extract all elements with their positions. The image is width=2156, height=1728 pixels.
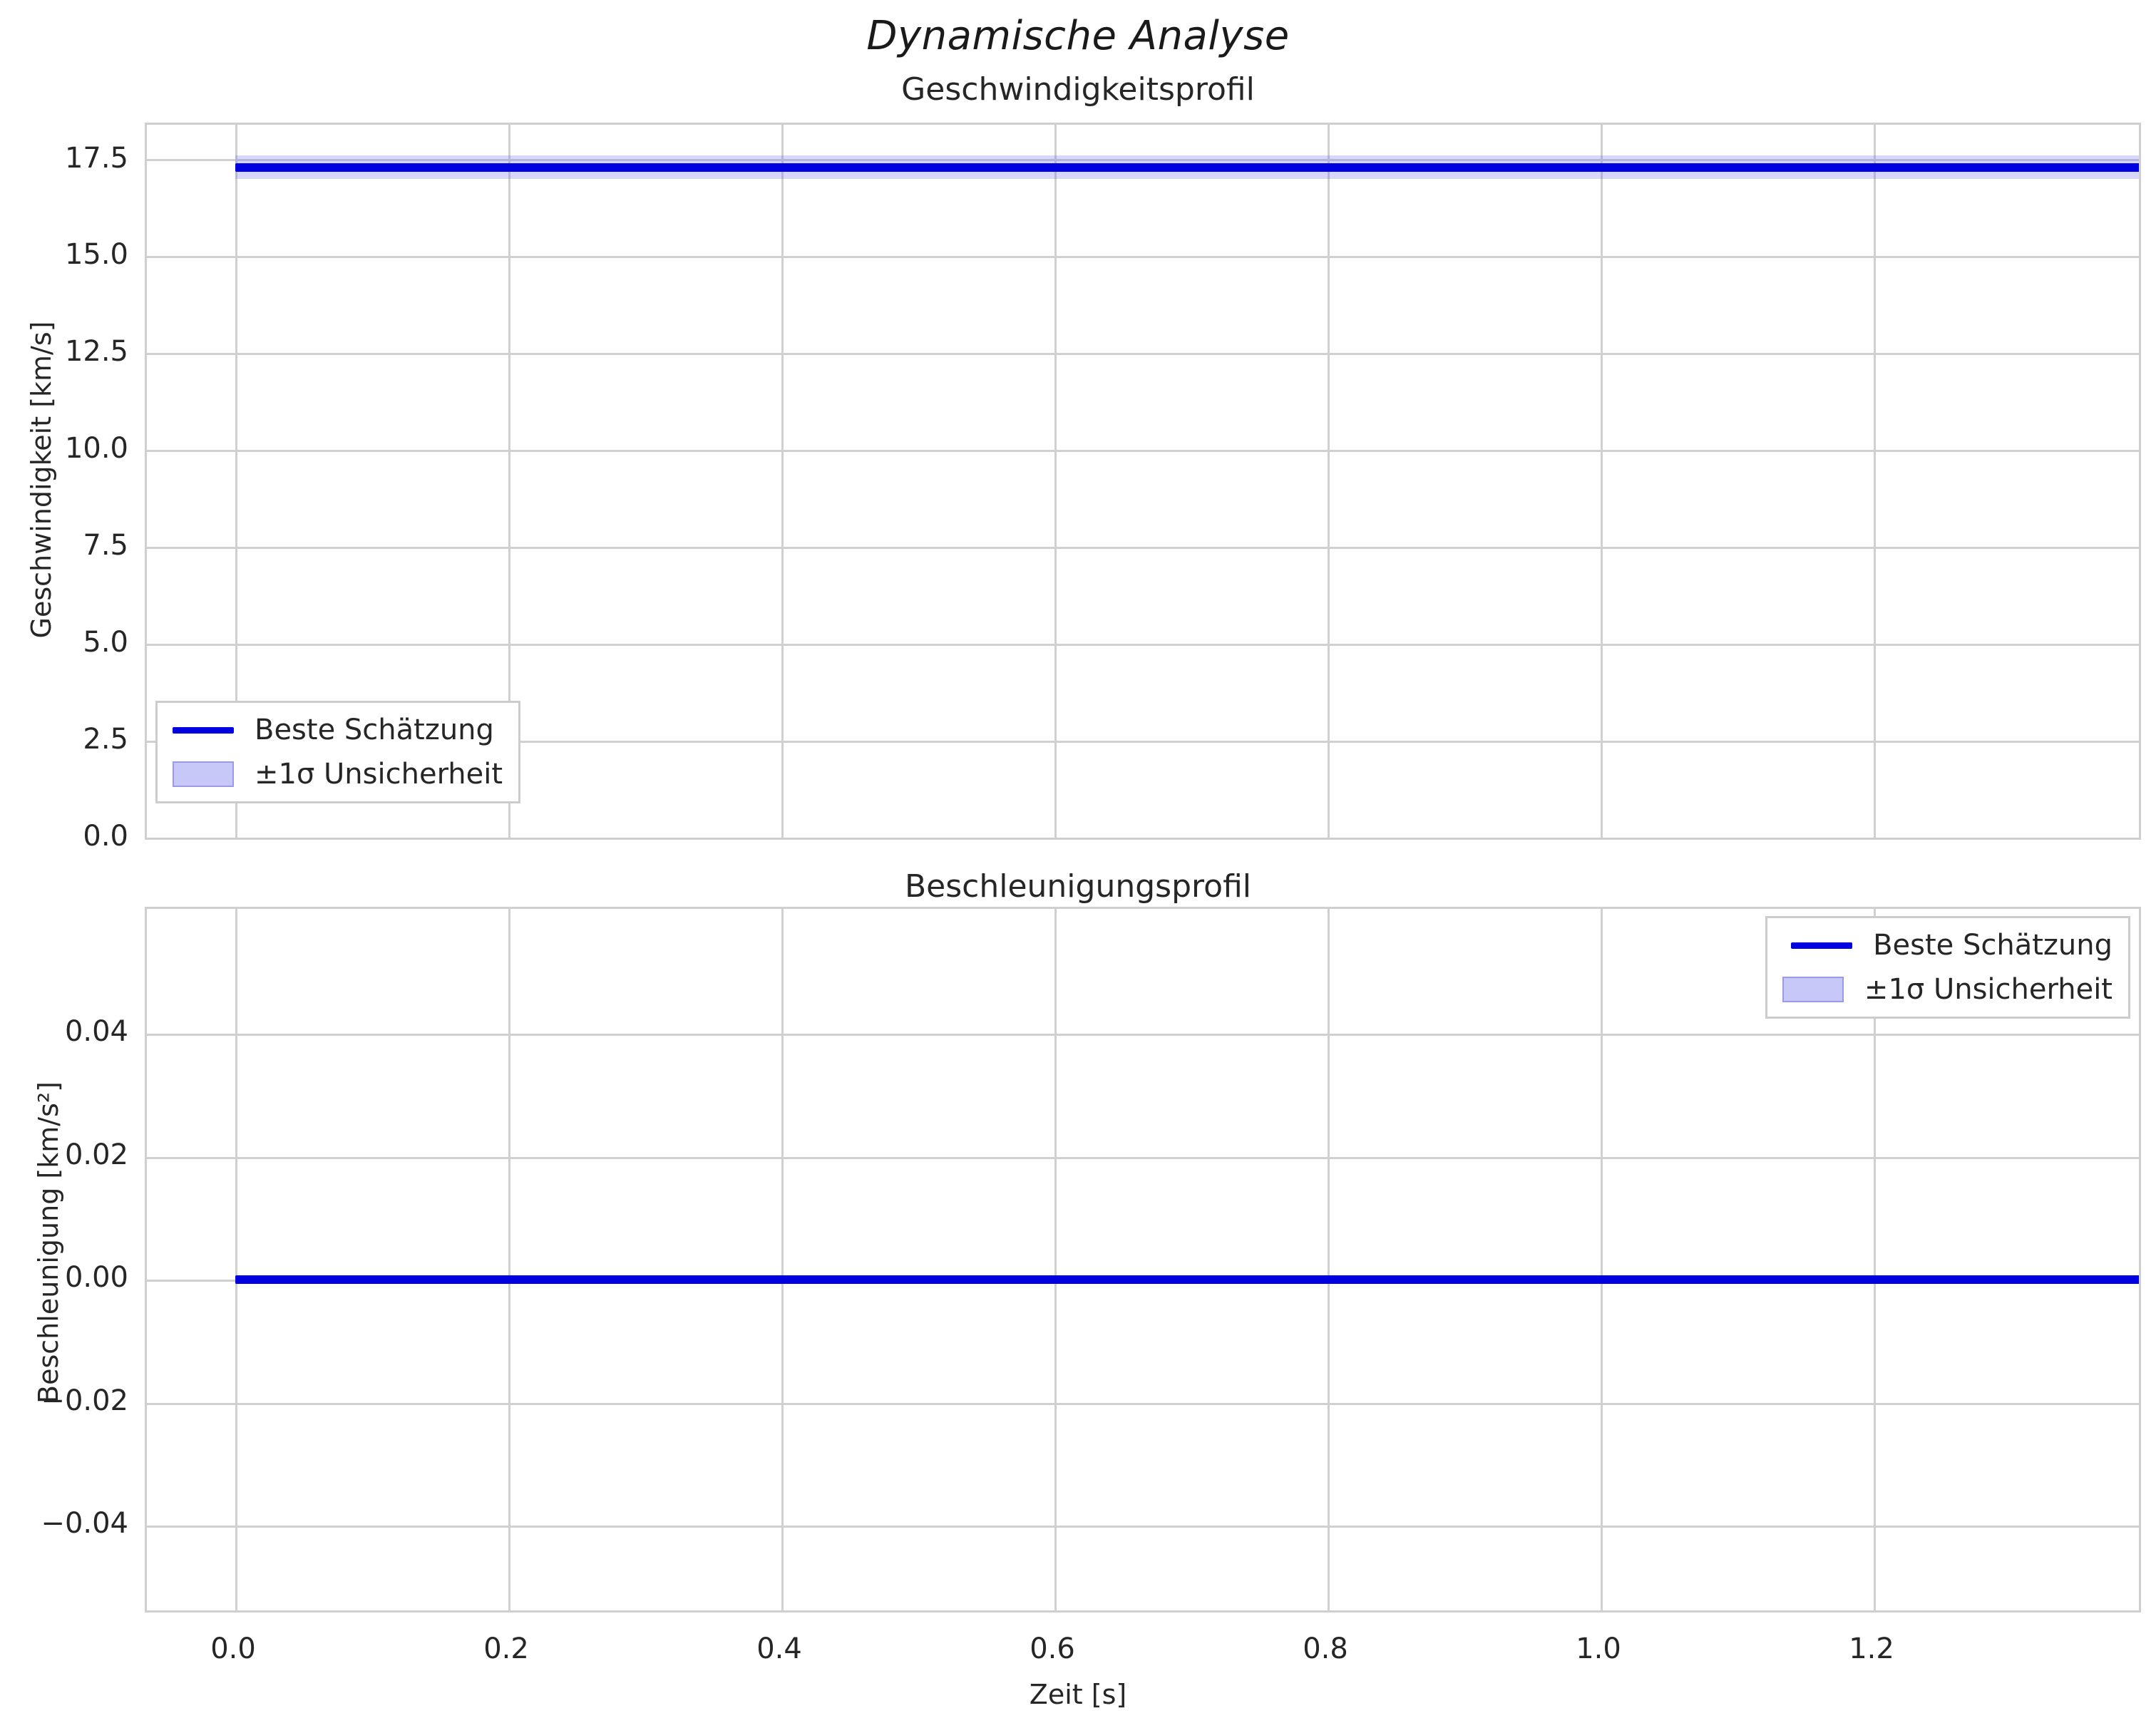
line-swatch-icon bbox=[1791, 942, 1853, 949]
figure-suptitle: Dynamische Analyse bbox=[866, 13, 1290, 59]
legend-row-uncertainty[interactable]: ±1σ Unsicherheit bbox=[170, 757, 503, 791]
gridline-v-0-8 bbox=[1328, 909, 1330, 1610]
velocity-ytick-15-0: 15.0 bbox=[64, 238, 128, 271]
legend-row-uncertainty[interactable]: ±1σ Unsicherheit bbox=[1780, 972, 2113, 1007]
legend-line-swatch-wrap bbox=[1789, 942, 1854, 949]
legend-label-uncertainty: ±1σ Unsicherheit bbox=[1864, 973, 2113, 1006]
xtick-0-0: 0.0 bbox=[210, 1632, 256, 1665]
gridline-h-0-02 bbox=[147, 1157, 2139, 1159]
legend-line-swatch-wrap bbox=[170, 726, 236, 734]
velocity-ytick-7-5: 7.5 bbox=[83, 529, 128, 562]
velocity-ytick-12-5: 12.5 bbox=[64, 335, 128, 368]
velocity-plot-area: Beste Schätzung ±1σ Unsicherheit bbox=[145, 123, 2141, 840]
gridline-h-12-5 bbox=[147, 353, 2139, 355]
gridline-v-0-2 bbox=[508, 125, 510, 838]
gridline-v-0-0 bbox=[235, 909, 237, 1610]
band-swatch-icon bbox=[1782, 977, 1844, 1002]
gridline-h-5-0 bbox=[147, 644, 2139, 646]
acceleration-ytick-neg-0-04: −0.04 bbox=[41, 1507, 128, 1540]
velocity-best-estimate-line bbox=[235, 163, 2139, 172]
x-axis-label: Zeit [s] bbox=[1029, 1679, 1127, 1710]
velocity-panel-title: Geschwindigkeitsprofil bbox=[901, 71, 1255, 108]
gridline-h-2-5 bbox=[147, 741, 2139, 743]
acceleration-legend[interactable]: Beste Schätzung ±1σ Unsicherheit bbox=[1765, 916, 2130, 1019]
gridline-v-0-0 bbox=[235, 125, 237, 838]
legend-label-best-estimate: Beste Schätzung bbox=[1873, 929, 2113, 962]
xtick-1-0: 1.0 bbox=[1576, 1632, 1621, 1665]
gridline-v-1-0 bbox=[1601, 909, 1603, 1610]
gridline-v-0-6 bbox=[1054, 125, 1057, 838]
xtick-0-2: 0.2 bbox=[483, 1632, 529, 1665]
band-swatch-icon bbox=[173, 761, 234, 787]
legend-row-best-estimate[interactable]: Beste Schätzung bbox=[1789, 928, 2113, 962]
xtick-0-6: 0.6 bbox=[1030, 1632, 1075, 1665]
gridline-v-0-4 bbox=[781, 125, 784, 838]
legend-label-uncertainty: ±1σ Unsicherheit bbox=[255, 758, 503, 791]
velocity-ytick-10-0: 10.0 bbox=[64, 432, 128, 465]
velocity-ytick-0-0: 0.0 bbox=[83, 820, 128, 853]
acceleration-panel-title: Beschleunigungsprofil bbox=[904, 868, 1252, 905]
acceleration-ytick-0-00: 0.00 bbox=[64, 1261, 128, 1294]
xtick-0-8: 0.8 bbox=[1303, 1632, 1348, 1665]
gridline-v-1-0 bbox=[1601, 125, 1603, 838]
acceleration-best-estimate-line bbox=[235, 1275, 2139, 1284]
gridline-v-0-6 bbox=[1054, 909, 1057, 1610]
gridline-h-0-04 bbox=[147, 1034, 2139, 1036]
gridline-h-7-5 bbox=[147, 547, 2139, 549]
velocity-ytick-5-0: 5.0 bbox=[83, 626, 128, 659]
gridline-h-neg-0-02 bbox=[147, 1403, 2139, 1405]
gridline-h-10-0 bbox=[147, 450, 2139, 452]
gridline-v-1-2 bbox=[1874, 125, 1876, 838]
acceleration-plot-area: Beste Schätzung ±1σ Unsicherheit bbox=[145, 907, 2141, 1613]
legend-patch-swatch-wrap bbox=[170, 761, 236, 787]
gridline-v-0-8 bbox=[1328, 125, 1330, 838]
gridline-h-neg-0-04 bbox=[147, 1526, 2139, 1528]
legend-patch-swatch-wrap bbox=[1780, 977, 1846, 1002]
acceleration-ytick-neg-0-02: −0.02 bbox=[41, 1384, 128, 1417]
acceleration-ytick-0-04: 0.04 bbox=[64, 1015, 128, 1048]
velocity-ytick-17-5: 17.5 bbox=[64, 142, 128, 175]
gridline-h-0-0 bbox=[147, 838, 2139, 840]
legend-row-best-estimate[interactable]: Beste Schätzung bbox=[170, 713, 503, 747]
xtick-0-4: 0.4 bbox=[756, 1632, 802, 1665]
acceleration-ytick-0-02: 0.02 bbox=[64, 1138, 128, 1171]
xtick-1-2: 1.2 bbox=[1849, 1632, 1894, 1665]
gridline-v-0-4 bbox=[781, 909, 784, 1610]
line-swatch-icon bbox=[173, 726, 234, 734]
velocity-legend[interactable]: Beste Schätzung ±1σ Unsicherheit bbox=[155, 701, 521, 803]
velocity-ytick-2-5: 2.5 bbox=[83, 723, 128, 756]
gridline-h-15-0 bbox=[147, 256, 2139, 258]
gridline-h-17-5 bbox=[147, 159, 2139, 161]
gridline-v-0-2 bbox=[508, 909, 510, 1610]
legend-label-best-estimate: Beste Schätzung bbox=[255, 714, 494, 746]
gridline-v-1-2 bbox=[1874, 909, 1876, 1610]
